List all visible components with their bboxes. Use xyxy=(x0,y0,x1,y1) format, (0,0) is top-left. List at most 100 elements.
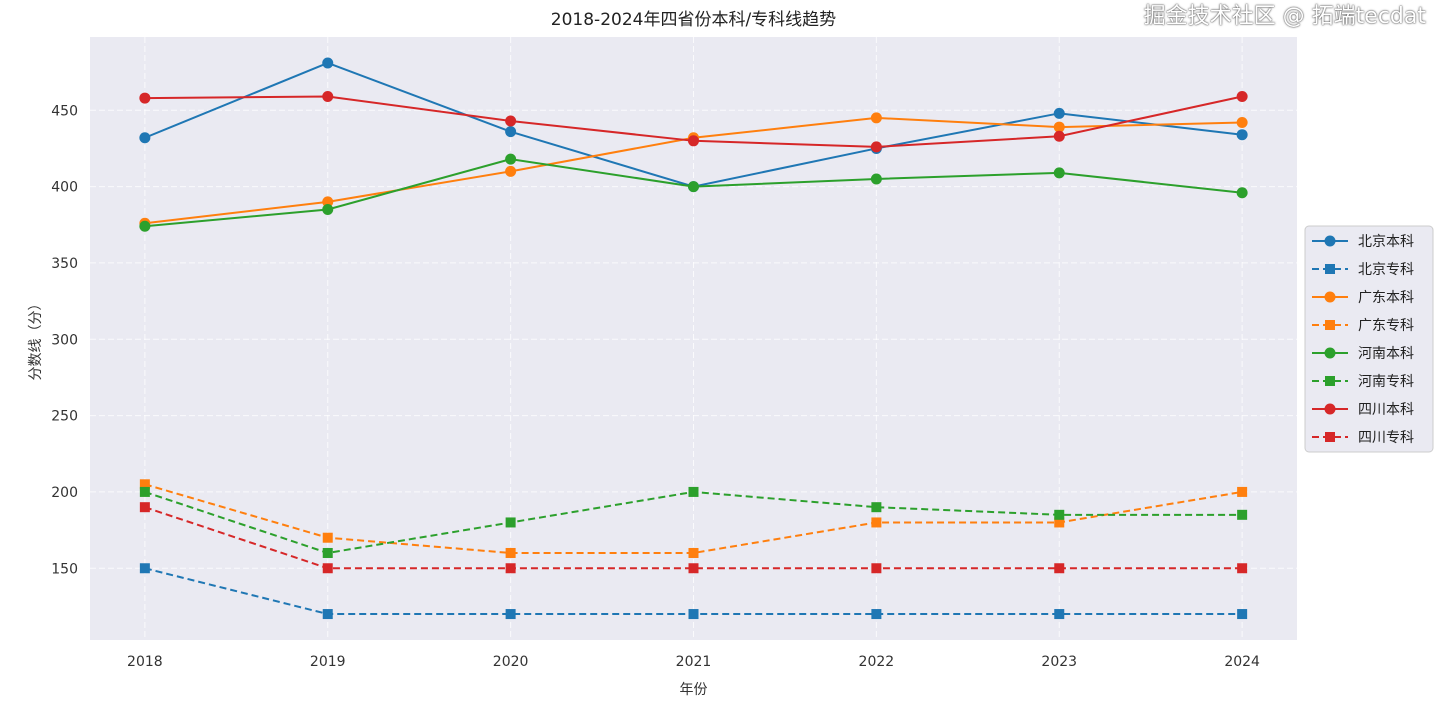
y-axis-label: 分数线（分） xyxy=(28,297,44,381)
y-tick-label: 400 xyxy=(51,180,78,196)
data-point xyxy=(505,517,516,528)
x-tick-label: 2020 xyxy=(493,654,529,670)
legend-label: 北京本科 xyxy=(1358,234,1414,250)
legend-marker xyxy=(1324,235,1336,247)
data-point xyxy=(322,57,334,69)
data-point xyxy=(139,563,150,574)
data-point xyxy=(505,563,516,574)
data-point xyxy=(1053,121,1065,133)
legend-marker xyxy=(1324,291,1336,303)
y-tick-label: 450 xyxy=(51,103,78,119)
series-6 xyxy=(139,91,1248,153)
x-tick-label: 2022 xyxy=(859,654,895,670)
data-point xyxy=(139,502,150,513)
legend-item: 广东专科 xyxy=(1312,318,1414,334)
legend-marker xyxy=(1325,264,1335,274)
legend-item: 四川专科 xyxy=(1312,430,1414,446)
data-point xyxy=(1237,509,1248,520)
y-tick-label: 300 xyxy=(51,332,78,348)
series-4 xyxy=(139,153,1248,232)
data-point xyxy=(505,115,517,127)
data-point xyxy=(505,547,516,558)
legend-label: 广东专科 xyxy=(1358,318,1414,334)
legend-label: 北京专科 xyxy=(1358,262,1414,278)
data-point xyxy=(139,132,151,144)
x-tick-label: 2018 xyxy=(127,654,163,670)
data-point xyxy=(1053,107,1065,119)
data-point xyxy=(505,165,517,177)
chart-title: 2018-2024年四省份本科/专科线趋势 xyxy=(551,10,836,30)
legend-label: 河南专科 xyxy=(1358,374,1414,390)
data-point xyxy=(322,532,333,543)
series-7 xyxy=(139,502,1248,574)
data-point xyxy=(505,153,517,165)
data-point xyxy=(688,609,699,620)
data-point xyxy=(870,141,882,153)
legend-marker xyxy=(1325,432,1335,442)
legend-box xyxy=(1304,225,1434,453)
data-point xyxy=(1236,129,1248,141)
legend-item: 北京本科 xyxy=(1312,234,1414,250)
legend-item: 广东本科 xyxy=(1312,290,1414,306)
data-point xyxy=(505,609,516,620)
y-tick-label: 150 xyxy=(51,561,78,577)
legend-marker xyxy=(1325,320,1335,330)
x-tick-label: 2021 xyxy=(676,654,712,670)
data-point xyxy=(139,220,151,232)
x-tick-label: 2023 xyxy=(1041,654,1077,670)
data-point xyxy=(871,563,882,574)
data-point xyxy=(322,196,334,208)
legend-label: 四川本科 xyxy=(1358,402,1414,418)
data-point xyxy=(688,135,699,147)
legend-marker xyxy=(1324,347,1336,359)
data-point xyxy=(870,173,882,185)
data-point xyxy=(139,479,150,490)
data-point xyxy=(1237,486,1248,497)
data-point xyxy=(1236,116,1248,128)
data-point xyxy=(322,91,334,103)
legend-label: 广东本科 xyxy=(1358,290,1414,306)
data-point xyxy=(870,112,882,124)
legend-label: 河南本科 xyxy=(1358,346,1414,362)
data-point xyxy=(871,502,882,513)
data-point xyxy=(1236,187,1248,199)
data-point xyxy=(871,609,882,620)
legend-item: 四川本科 xyxy=(1312,402,1414,418)
y-tick-label: 250 xyxy=(51,409,78,425)
legend-marker xyxy=(1325,376,1335,386)
data-point xyxy=(322,609,333,620)
data-point xyxy=(1054,609,1065,620)
data-point xyxy=(1053,130,1065,142)
data-point xyxy=(688,547,699,558)
data-point xyxy=(139,486,150,497)
series-3 xyxy=(139,479,1248,558)
legend-label: 四川专科 xyxy=(1358,430,1414,446)
x-tick-label: 2024 xyxy=(1224,654,1260,670)
legend-item: 北京专科 xyxy=(1312,262,1414,278)
data-point xyxy=(139,92,151,104)
data-point xyxy=(688,563,699,574)
data-point xyxy=(322,563,333,574)
data-point xyxy=(322,547,333,558)
x-tick-label: 2019 xyxy=(310,654,346,670)
data-point xyxy=(505,126,517,138)
legend-marker xyxy=(1324,403,1336,415)
y-tick-label: 350 xyxy=(51,256,78,272)
legend-item: 河南专科 xyxy=(1312,374,1414,390)
data-point xyxy=(688,181,699,193)
series-1 xyxy=(139,563,1248,620)
legend-item: 河南本科 xyxy=(1312,346,1414,362)
data-point xyxy=(1054,509,1065,520)
series-5 xyxy=(139,486,1248,558)
data-point xyxy=(871,517,882,528)
data-point xyxy=(1054,563,1065,574)
x-axis-label: 年份 xyxy=(680,682,708,698)
data-point xyxy=(1236,91,1248,103)
data-point xyxy=(1054,517,1065,528)
data-point xyxy=(688,486,699,497)
data-point xyxy=(1053,167,1065,179)
data-point xyxy=(1237,563,1248,574)
y-tick-label: 200 xyxy=(51,485,78,501)
